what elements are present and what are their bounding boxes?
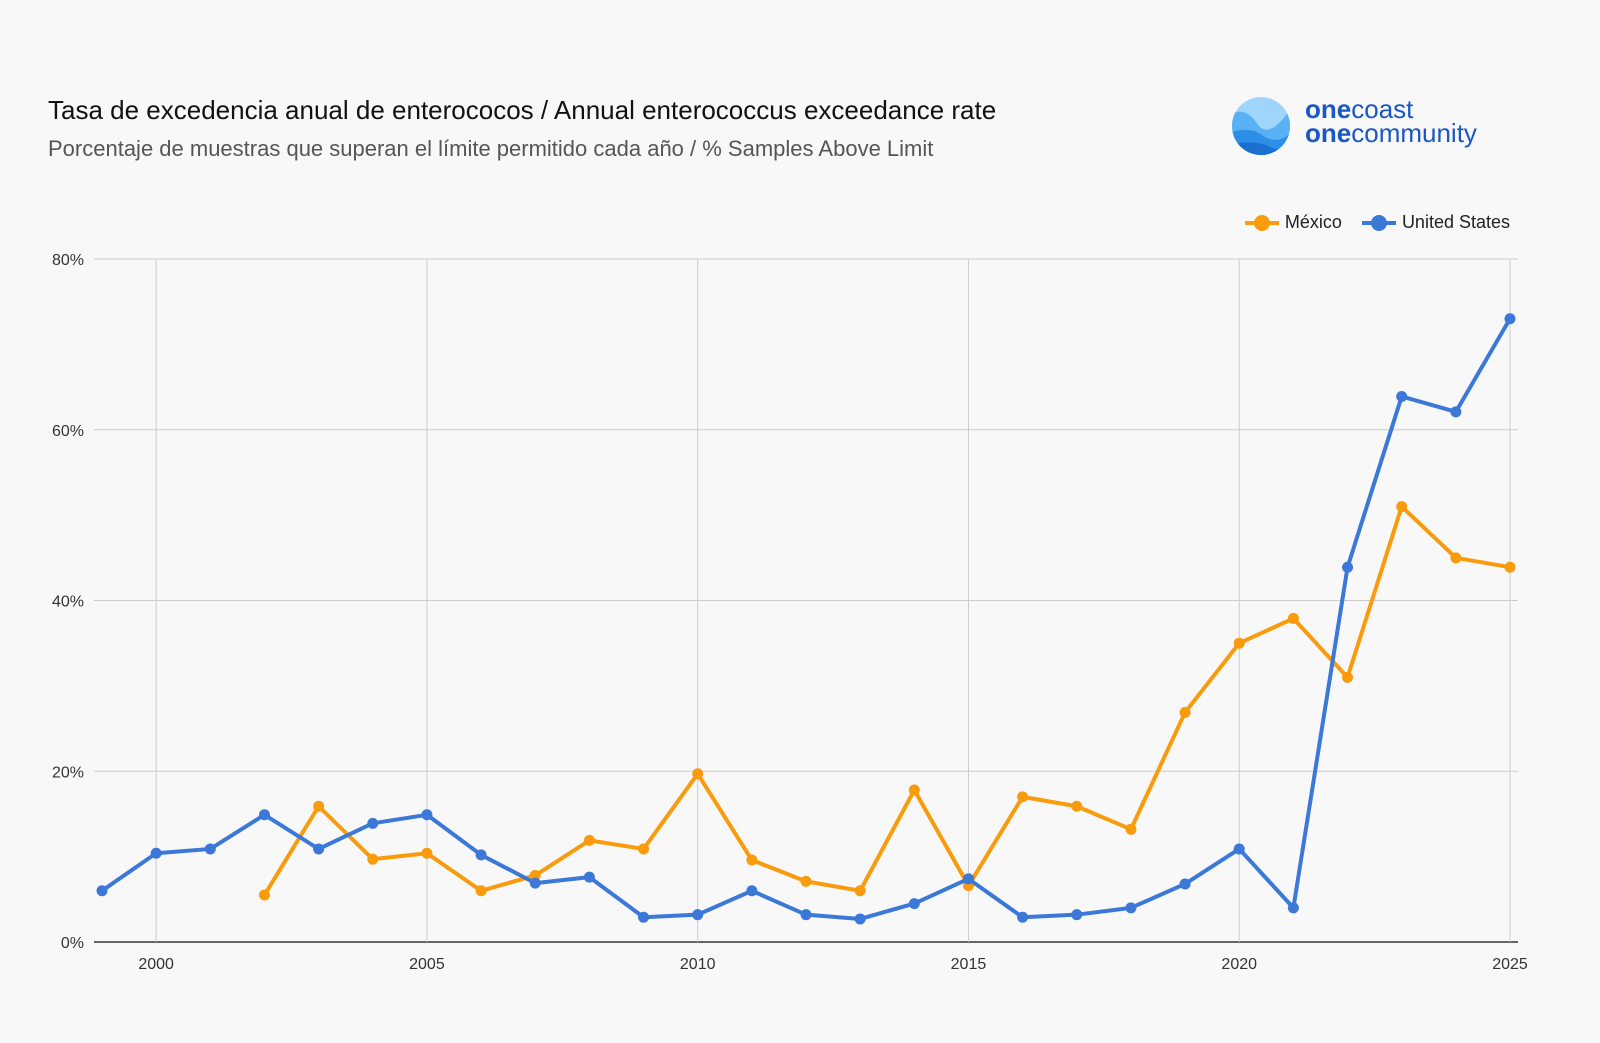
data-point-united-states [800,909,812,921]
legend-item-mexico[interactable]: México [1244,212,1342,233]
data-point-mexico [258,889,270,901]
series-line-mexico [262,504,1511,897]
logo-text: onecoast onecommunity [1305,94,1477,148]
y-tick-label: 60% [52,423,84,440]
x-tick-label: 2005 [409,956,445,973]
data-point-mexico [367,853,379,865]
legend-marker-united-states [1361,214,1396,231]
data-point-united-states [962,873,974,885]
legend-marker-mexico [1244,214,1279,231]
y-tick-label: 80% [52,252,84,269]
data-point-united-states [529,877,541,889]
data-point-mexico [1017,791,1029,803]
data-point-mexico [1396,501,1408,513]
data-point-united-states [1450,406,1462,418]
data-point-united-states [1287,902,1299,914]
data-point-mexico [421,847,433,859]
data-point-mexico [1125,823,1137,835]
data-point-united-states [150,847,162,859]
data-point-united-states [1125,902,1137,914]
data-point-mexico [692,768,704,780]
y-tick-label: 0% [61,935,84,952]
data-point-united-states [583,871,595,883]
data-point-mexico [1179,706,1191,718]
data-point-united-states [1342,561,1354,573]
y-tick-label: 40% [52,594,84,611]
data-point-mexico [746,854,758,866]
legend-label-mexico: México [1284,212,1342,232]
data-point-united-states [1179,878,1191,890]
data-point-mexico [1450,552,1462,564]
data-point-united-states [692,909,704,921]
data-point-mexico [313,800,325,812]
x-tick-label: 2000 [138,956,174,973]
wave-globe-icon [1232,97,1290,155]
x-tick-label: 2020 [1221,956,1257,973]
chart-title: Tasa de excedencia anual de enterococos … [48,95,997,125]
data-point-united-states [1233,843,1245,855]
data-point-united-states [313,843,325,855]
data-point-united-states [204,843,216,855]
data-point-united-states [475,849,487,861]
data-point-mexico [1233,637,1245,649]
data-point-mexico [908,784,920,796]
data-point-united-states [1504,313,1516,325]
one-coast-one-community-logo: onecoast onecommunity [1230,95,1530,160]
data-point-mexico [475,885,487,897]
data-point-mexico [583,834,595,846]
data-point-united-states [908,898,920,910]
data-point-mexico [1071,800,1083,812]
data-point-mexico [638,843,650,855]
data-point-united-states [1396,390,1408,402]
data-point-united-states [1017,911,1029,923]
data-point-united-states [854,913,866,925]
data-point-united-states [1071,909,1083,921]
data-point-mexico [800,875,812,887]
x-tick-label: 2015 [951,956,987,973]
data-point-mexico [1504,561,1516,573]
data-point-united-states [258,809,270,821]
data-point-mexico [529,869,541,881]
legend-label-united-states: United States [1401,212,1510,232]
data-point-united-states [367,817,379,829]
legend: México United States [1244,212,1510,233]
data-point-mexico [1342,671,1354,683]
x-tick-label: 2025 [1492,956,1528,973]
legend-item-united-states[interactable]: United States [1361,212,1510,233]
data-point-mexico [854,885,866,897]
chart-subtitle: Porcentaje de muestras que superan el lí… [48,136,934,161]
data-point-united-states [746,885,758,897]
x-tick-label: 2010 [680,956,716,973]
data-point-united-states [638,911,650,923]
data-point-mexico [1287,612,1299,624]
data-point-united-states [421,809,433,821]
y-tick-label: 20% [52,764,84,781]
data-point-united-states [96,885,108,897]
